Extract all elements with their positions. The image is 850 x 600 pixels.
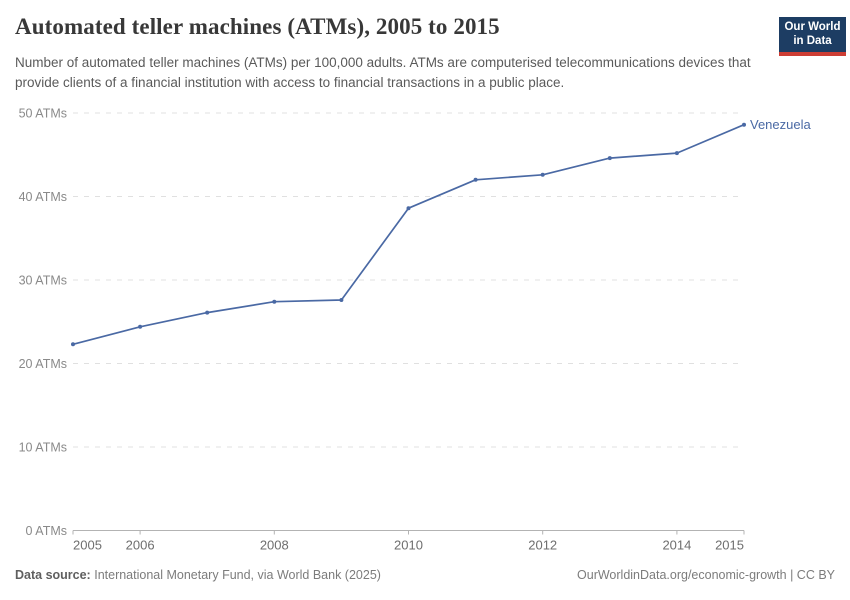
y-axis-tick-label: 30 ATMs (19, 274, 67, 288)
footer-credit: OurWorldinData.org/economic-growth | CC … (577, 568, 835, 582)
x-axis-tick-label: 2012 (528, 538, 557, 553)
y-axis-tick-label: 40 ATMs (19, 190, 67, 204)
page-subtitle: Number of automated teller machines (ATM… (15, 55, 751, 90)
data-source-label: Data source: (15, 568, 91, 582)
series-line-venezuela[interactable] (72, 123, 745, 346)
owid-logo-line1: Our World (784, 21, 841, 33)
data-point-venezuela-2014[interactable] (674, 151, 679, 156)
x-axis-tick-label: 2005 (73, 538, 102, 553)
data-point-venezuela-2013[interactable] (607, 156, 612, 161)
data-point-venezuela-2008[interactable] (272, 299, 277, 304)
data-source-value: International Monetary Fund, via World B… (94, 568, 381, 582)
x-axis-tick-label: 2006 (126, 538, 155, 553)
data-point-venezuela-2006[interactable] (138, 324, 143, 329)
owid-url-link[interactable]: OurWorldinData.org/economic-growth (577, 568, 787, 582)
y-axis-tick-label: 50 ATMs (19, 107, 67, 121)
footer-separator: | (786, 568, 797, 582)
x-axis-tick-label: 2015 (715, 538, 744, 553)
data-point-venezuela-2005[interactable] (71, 342, 75, 347)
data-point-venezuela-2015[interactable] (742, 122, 746, 127)
series-label-venezuela[interactable]: Venezuela (750, 117, 811, 132)
page-title: Automated teller machines (ATMs), 2005 t… (15, 14, 500, 39)
y-axis-tick-label: 20 ATMs (19, 357, 67, 371)
x-axis-tick-label: 2010 (394, 538, 423, 553)
data-point-venezuela-2009[interactable] (339, 298, 344, 302)
y-axis-tick-label: 0 ATMs (26, 524, 67, 538)
data-point-venezuela-2007[interactable] (205, 310, 210, 315)
license-label: CC BY (796, 568, 835, 582)
data-source-note: Data source: International Monetary Fund… (15, 568, 381, 582)
data-point-venezuela-2012[interactable] (540, 172, 545, 177)
owid-logo: Our World in Data (779, 17, 846, 56)
x-axis-tick-label: 2014 (662, 538, 691, 553)
owid-logo-line2: in Data (793, 34, 832, 47)
y-axis-tick-label: 10 ATMs (19, 441, 67, 455)
data-point-venezuela-2011[interactable] (473, 177, 478, 182)
x-axis-tick-label: 2008 (260, 538, 289, 553)
data-point-venezuela-2010[interactable] (406, 206, 411, 211)
chart-footer: Data source: International Monetary Fund… (15, 568, 835, 582)
